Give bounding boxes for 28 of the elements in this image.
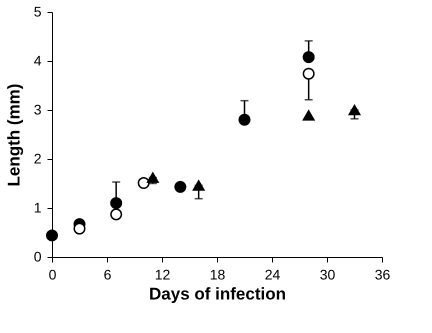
x-tick-label: 0 xyxy=(48,266,57,282)
point xyxy=(146,172,159,183)
point xyxy=(110,197,122,210)
x-axis-title: Days of infection xyxy=(149,284,286,304)
point xyxy=(74,222,86,235)
y-tick-label: 3 xyxy=(34,102,42,118)
y-tick-label: 4 xyxy=(34,52,42,68)
point xyxy=(192,180,205,191)
y-tick-label: 5 xyxy=(34,4,42,20)
x-tick-label: 18 xyxy=(210,266,226,282)
x-tick-label: 36 xyxy=(374,266,390,282)
point xyxy=(174,180,186,193)
point xyxy=(238,114,250,126)
point xyxy=(348,104,360,116)
x-tick-label: 24 xyxy=(264,266,280,282)
point xyxy=(110,208,122,220)
y-axis-title: Length (mm) xyxy=(4,84,24,186)
x-tick-label: 30 xyxy=(320,266,336,282)
y-tick-label: 1 xyxy=(34,200,42,216)
x-tick-label: 12 xyxy=(154,266,170,282)
x-tick-label: 6 xyxy=(104,266,112,282)
y-tick-label: 2 xyxy=(34,150,42,166)
point xyxy=(302,110,315,121)
y-tick-label: 0 xyxy=(34,248,42,264)
point xyxy=(302,51,315,64)
point xyxy=(46,229,58,242)
point xyxy=(302,68,315,80)
point xyxy=(138,177,150,189)
